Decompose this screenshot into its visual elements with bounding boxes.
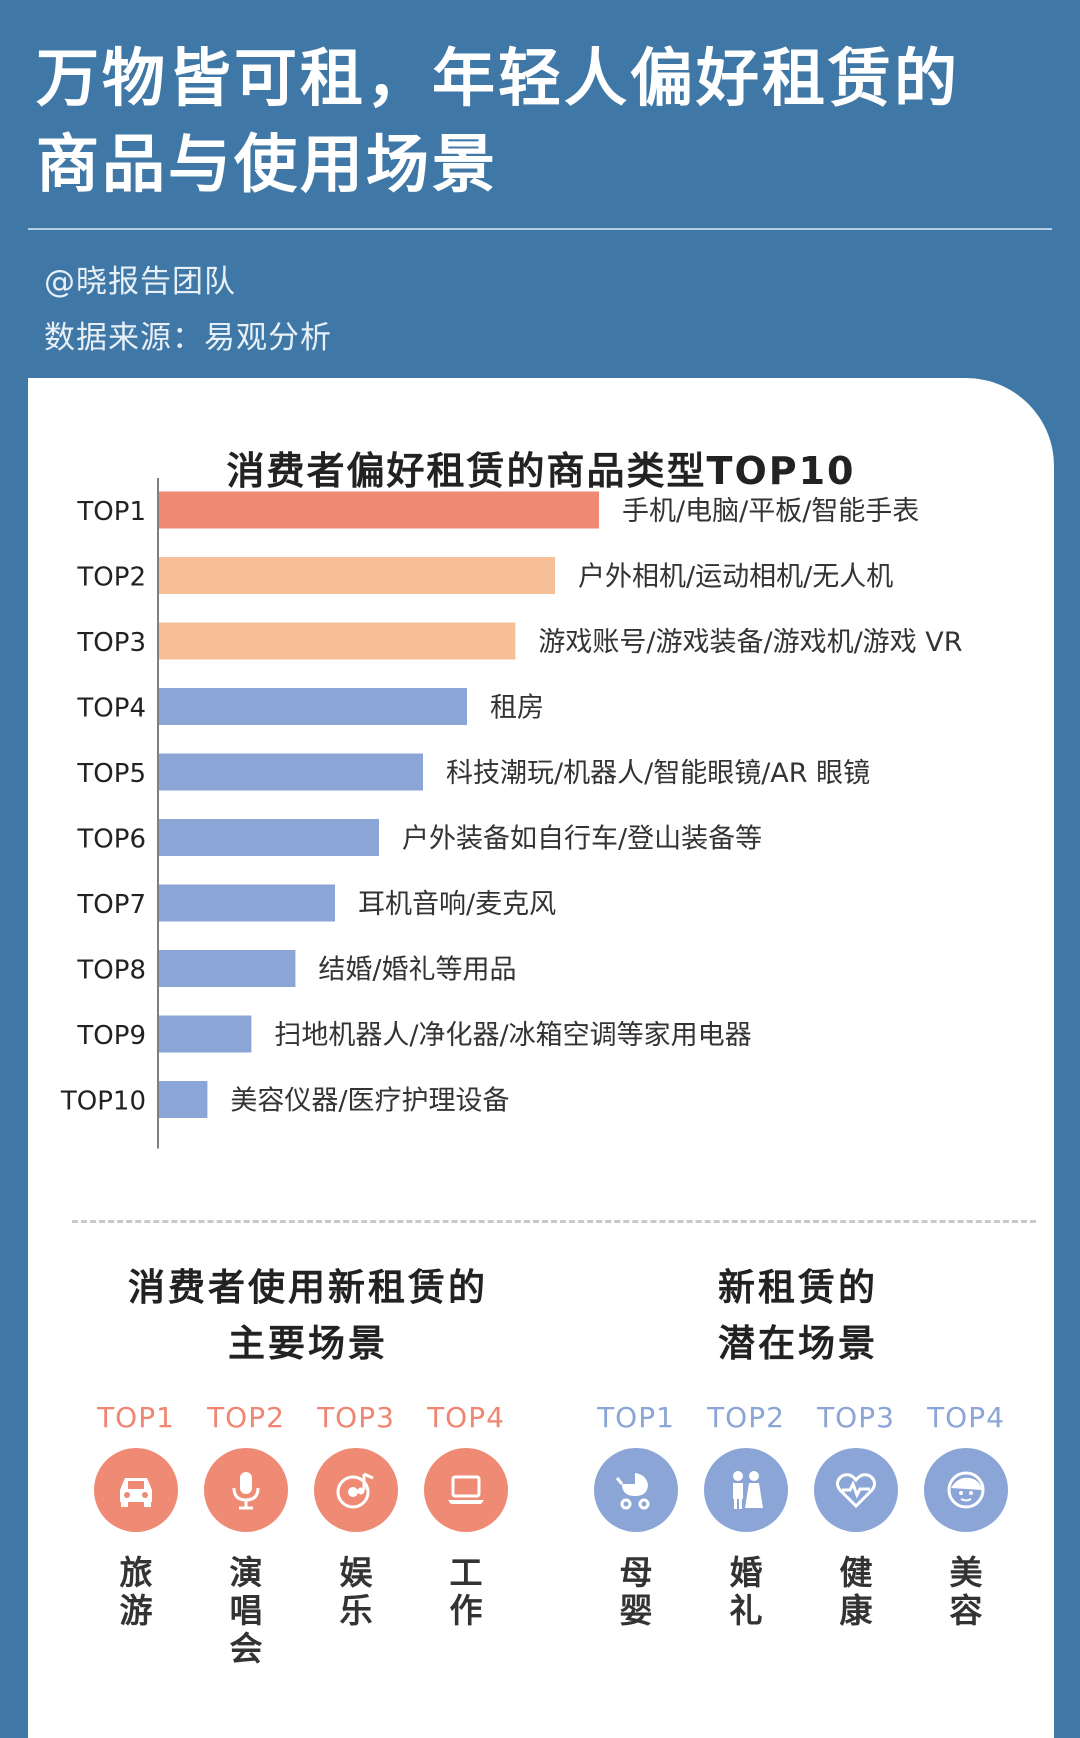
bar-label: 户外相机/运动相机/无人机 [578,562,893,593]
scene-label: 婚礼 [729,1553,763,1630]
scene-rank: TOP3 [317,1401,395,1434]
data-source: 数据来源：易观分析 [44,320,332,356]
scene-rank: TOP3 [817,1401,895,1434]
section-divider [72,1220,1036,1223]
bar-label: 科技潮玩/机器人/智能眼镜/AR 眼镜 [446,758,870,789]
bar-5 [159,753,423,791]
laptop-icon [424,1448,508,1532]
main-scene-4: TOP4 工作 [418,1398,514,1630]
face-icon [924,1448,1008,1532]
page-title: 万物皆可租，年轻人偏好租赁的 商品与使用场景 [36,36,1046,208]
potential-scenes-title-line-1: 新租赁的 [718,1266,878,1309]
scene-label: 旅游 [119,1553,153,1630]
scene-label: 娱乐 [339,1553,373,1630]
potential-scene-2: TOP2 婚礼 [698,1398,794,1630]
y-tick-label: TOP7 [76,890,146,920]
y-tick-label: TOP3 [76,628,146,658]
y-tick-label: TOP5 [76,759,146,789]
bar-label: 耳机音响/麦克风 [358,889,556,920]
bar-9 [159,1015,252,1053]
scene-label: 演唱会 [229,1553,263,1668]
bar-4 [159,688,467,725]
music-disc-icon [314,1448,398,1532]
bar-7 [159,884,335,922]
main-scenes-title-line-1: 消费者使用新租赁的 [128,1266,488,1309]
car-icon [94,1448,178,1532]
y-tick-label: TOP1 [76,497,146,527]
y-tick-label: TOP6 [76,825,146,855]
bar-label: 美容仪器/医疗护理设备 [230,1086,509,1117]
bar-label: 手机/电脑/平板/智能手表 [622,496,919,527]
bar-label: 扫地机器人/净化器/冰箱空调等家用电器 [274,1020,751,1051]
scene-rank: TOP2 [707,1401,785,1434]
couple-icon [704,1448,788,1532]
main-scenes-title: 消费者使用新租赁的 主要场景 [98,1260,518,1372]
header-divider [28,228,1052,230]
title-line-2: 商品与使用场景 [36,128,498,201]
chart-title: 消费者偏好租赁的商品类型TOP10 [226,449,856,493]
title-line-1: 万物皆可租，年轻人偏好租赁的 [36,42,960,115]
scene-label: 健康 [839,1553,873,1630]
bar-label: 户外装备如自行车/登山装备等 [402,824,762,855]
y-tick-label: TOP9 [76,1021,146,1051]
heart-pulse-icon [814,1448,898,1532]
potential-scenes-title: 新租赁的 潜在场景 [628,1260,968,1372]
y-tick-label: TOP4 [76,694,146,724]
scene-rank: TOP4 [927,1401,1005,1434]
y-tick-label: TOP8 [76,956,146,986]
main-scene-3: TOP3 娱乐 [308,1398,404,1630]
potential-scenes-title-line-2: 潜在场景 [718,1322,878,1365]
bar-3 [159,622,516,660]
microphone-icon [204,1448,288,1532]
stroller-icon [594,1448,678,1532]
potential-scene-1: TOP1 母婴 [588,1398,684,1630]
potential-scene-4: TOP4 美容 [918,1398,1014,1630]
bar-6 [159,819,379,856]
scene-rank: TOP4 [427,1401,505,1434]
y-tick-label: TOP10 [60,1087,146,1117]
bar-10 [159,1081,208,1118]
bar-chart: TOP1 手机/电脑/平板/智能手表 TOP2 户外相机/运动相机/无人机 TOP3 游戏… [60,478,963,1149]
scene-rank: TOP2 [207,1401,285,1434]
scene-rank: TOP1 [597,1401,675,1434]
potential-scene-3: TOP3 健康 [808,1398,904,1630]
bar-label: 租房 [490,693,544,724]
author-credit: @晓报告团队 [44,264,236,300]
bar-label: 游戏账号/游戏装备/游戏机/游戏 VR [538,627,962,658]
bar-8 [159,950,296,987]
bar-2 [159,557,555,594]
scene-label: 工作 [449,1553,483,1630]
scene-label: 美容 [949,1553,983,1630]
main-scene-2: TOP2 演唱会 [198,1398,294,1668]
main-scene-1: TOP1 旅游 [88,1398,184,1630]
scene-rank: TOP1 [97,1401,175,1434]
bar-1 [159,491,599,529]
y-tick-label: TOP2 [76,563,146,593]
main-scenes-title-line-2: 主要场景 [228,1322,388,1365]
content-card: 消费者偏好租赁的商品类型TOP10 TOP1 手机/电脑/平板/智能手表 TOP2 户… [28,378,1054,1738]
scene-label: 母婴 [619,1553,653,1630]
bar-label: 结婚/婚礼等用品 [318,955,516,986]
